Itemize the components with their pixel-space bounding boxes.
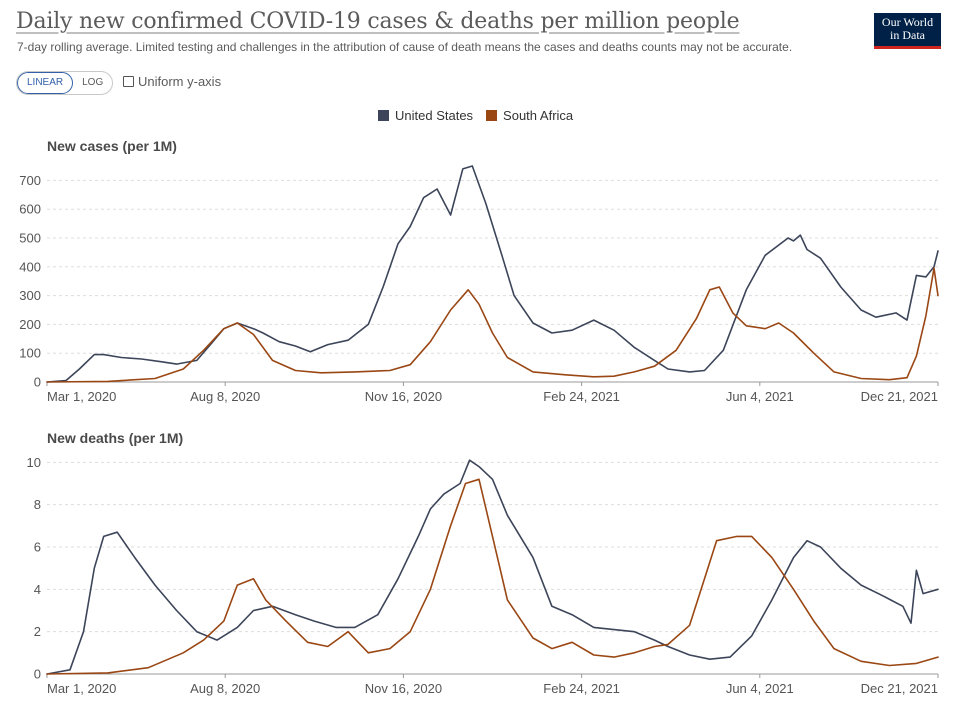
- legend-item-south-africa[interactable]: South Africa: [486, 108, 573, 123]
- legend-swatch-united-states: [378, 110, 389, 121]
- deaths-y-tick-label: 2: [34, 624, 41, 639]
- deaths-y-tick-label: 4: [34, 582, 41, 597]
- cases-x-tick-label: Jun 4, 2021: [726, 389, 794, 404]
- logo-line-2: in Data: [890, 28, 925, 42]
- cases-panel: New cases (per 1M) 0 100 200 300 400 500 600 70…: [19, 138, 939, 404]
- cases-y-tick-label: 300: [19, 288, 41, 303]
- deaths-panel: New deaths (per 1M) 0 2 4 6 8 10 Mar 1, 2020 Au…: [27, 430, 939, 696]
- logo-accent-bar: [874, 46, 941, 49]
- cases-y-tick-label: 700: [19, 173, 41, 188]
- deaths-series-united-states[interactable]: [46, 459, 939, 675]
- cases-y-tick-label: 200: [19, 317, 41, 332]
- deaths-x-tick-label: Feb 24, 2021: [543, 681, 620, 696]
- uniform-y-axis-checkbox[interactable]: [123, 76, 134, 87]
- legend-item-united-states[interactable]: United States: [378, 108, 473, 123]
- deaths-x-tick-label: Mar 1, 2020: [47, 681, 116, 696]
- logo-line-1: Our World: [881, 15, 934, 29]
- cases-x-tick-label: Feb 24, 2021: [543, 389, 620, 404]
- cases-y-tick-label: 0: [34, 375, 41, 390]
- cases-x-tick-label: Dec 21, 2021: [861, 389, 938, 404]
- cases-y-tick-label: 400: [19, 259, 41, 274]
- cases-y-tick-label: 600: [19, 202, 41, 217]
- cases-x-tick-label: Aug 8, 2020: [190, 389, 260, 404]
- legend-label-south-africa: South Africa: [503, 108, 574, 123]
- deaths-y-tick-label: 0: [34, 667, 41, 682]
- deaths-y-tick-label: 10: [27, 455, 41, 470]
- uniform-y-axis-toggle[interactable]: Uniform y-axis: [123, 74, 221, 89]
- uniform-y-axis-label: Uniform y-axis: [138, 74, 222, 89]
- deaths-x-tick-label: Aug 8, 2020: [190, 681, 260, 696]
- legend-swatch-south-africa: [486, 110, 498, 121]
- cases-y-tick-label: 500: [19, 231, 41, 246]
- deaths-x-tick-label: Jun 4, 2021: [726, 681, 794, 696]
- linear-scale-button[interactable]: LINEAR: [17, 72, 74, 94]
- legend: United States South Africa: [378, 108, 586, 123]
- deaths-panel-title: New deaths (per 1M): [47, 430, 183, 446]
- chart-title: Daily new confirmed COVID-19 cases & dea…: [16, 9, 740, 34]
- scale-toggle: LINEAR LOG: [16, 71, 114, 95]
- deaths-y-tick-label: 8: [34, 497, 41, 512]
- cases-y-tick-label: 100: [19, 346, 41, 361]
- cases-x-tick-label: Mar 1, 2020: [47, 389, 116, 404]
- deaths-series-south-africa[interactable]: [46, 478, 939, 675]
- deaths-x-tick-label: Nov 16, 2020: [365, 681, 442, 696]
- cases-series-united-states[interactable]: [46, 165, 939, 383]
- cases-x-tick-label: Nov 16, 2020: [365, 389, 442, 404]
- chart-subtitle: 7-day rolling average. Limited testing a…: [17, 40, 793, 54]
- cases-series-south-africa[interactable]: [46, 267, 939, 383]
- owid-logo[interactable]: Our World in Data: [874, 13, 941, 49]
- deaths-y-tick-label: 6: [34, 540, 41, 555]
- cases-panel-title: New cases (per 1M): [47, 138, 177, 154]
- legend-label-united-states: United States: [395, 108, 474, 123]
- deaths-x-tick-label: Dec 21, 2021: [861, 681, 938, 696]
- log-scale-button[interactable]: LOG: [82, 77, 104, 88]
